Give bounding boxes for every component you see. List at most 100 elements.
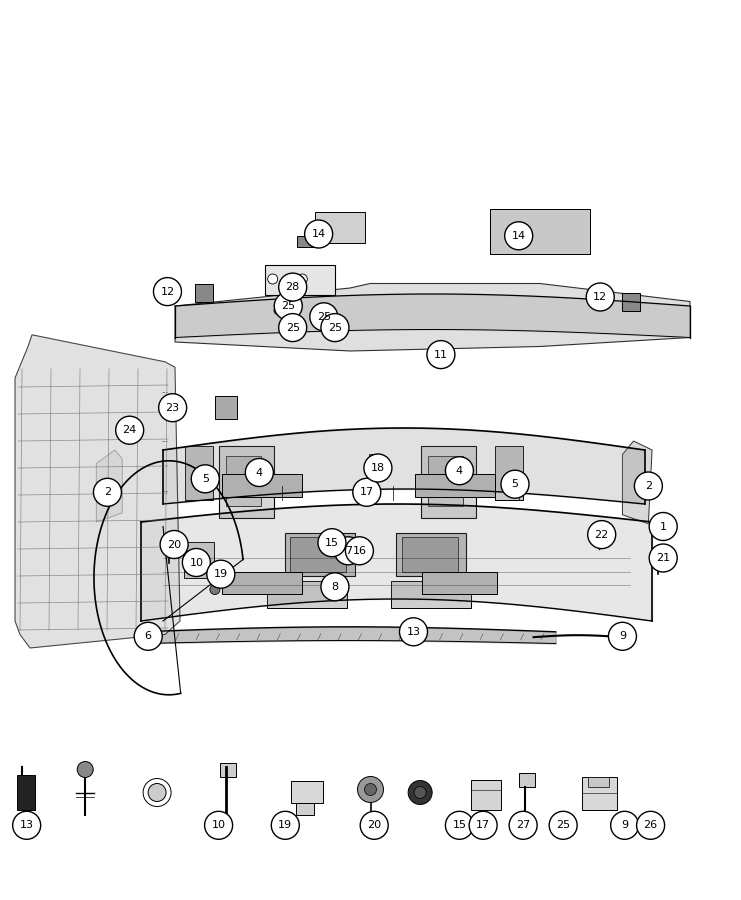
Bar	[222, 474, 302, 497]
Polygon shape	[15, 335, 180, 648]
Text: 9: 9	[621, 820, 628, 831]
Bar	[428, 456, 463, 506]
Text: 10: 10	[190, 557, 203, 568]
Text: 25: 25	[281, 301, 296, 311]
Circle shape	[116, 416, 144, 445]
Bar	[285, 533, 355, 576]
Circle shape	[77, 761, 93, 778]
Circle shape	[134, 622, 162, 651]
Circle shape	[321, 572, 349, 601]
Text: 20: 20	[167, 539, 182, 550]
Text: 15: 15	[453, 820, 466, 831]
Text: 25: 25	[328, 322, 342, 333]
Bar	[391, 580, 471, 608]
Text: 10: 10	[212, 820, 225, 831]
Circle shape	[159, 393, 187, 422]
Circle shape	[399, 617, 428, 646]
Text: 12: 12	[593, 292, 608, 302]
Circle shape	[611, 811, 639, 840]
Polygon shape	[175, 284, 690, 351]
Circle shape	[505, 221, 533, 250]
Circle shape	[191, 464, 219, 493]
Circle shape	[325, 537, 335, 548]
Circle shape	[408, 780, 432, 805]
Polygon shape	[96, 450, 122, 522]
Bar	[495, 446, 523, 500]
Bar	[422, 572, 497, 594]
Circle shape	[360, 811, 388, 840]
Circle shape	[268, 274, 278, 284]
Text: 5: 5	[202, 473, 209, 484]
Text: 17: 17	[359, 487, 374, 498]
Circle shape	[271, 811, 299, 840]
Text: 23: 23	[165, 402, 180, 413]
Bar	[315, 212, 365, 243]
Bar	[369, 454, 377, 472]
Circle shape	[649, 544, 677, 572]
Text: 21: 21	[656, 553, 671, 563]
Text: 25: 25	[556, 820, 571, 831]
Text: 28: 28	[285, 282, 300, 292]
Text: 25: 25	[316, 311, 331, 322]
Bar	[471, 779, 501, 809]
Circle shape	[353, 478, 381, 507]
Text: 13: 13	[407, 626, 420, 637]
Text: 7: 7	[345, 545, 352, 556]
Circle shape	[148, 784, 166, 802]
Text: 18: 18	[370, 463, 385, 473]
Circle shape	[282, 324, 289, 331]
Circle shape	[182, 548, 210, 577]
Text: 2: 2	[104, 487, 111, 498]
Polygon shape	[622, 441, 652, 524]
Text: 6: 6	[144, 631, 152, 642]
Bar	[415, 474, 495, 497]
Text: 25: 25	[285, 322, 300, 333]
Circle shape	[305, 220, 333, 248]
Text: 15: 15	[325, 537, 339, 548]
Bar	[185, 446, 213, 500]
Bar	[226, 456, 261, 506]
Circle shape	[595, 532, 602, 539]
Bar	[267, 580, 347, 608]
Text: 12: 12	[160, 286, 175, 297]
Bar	[184, 542, 213, 578]
Text: 1: 1	[659, 521, 667, 532]
Circle shape	[274, 292, 302, 320]
Bar	[220, 762, 236, 777]
Text: 8: 8	[331, 581, 339, 592]
Circle shape	[637, 811, 665, 840]
Circle shape	[357, 777, 384, 803]
Circle shape	[588, 520, 616, 549]
Bar	[17, 775, 35, 809]
Text: 5: 5	[511, 479, 519, 490]
Circle shape	[509, 811, 537, 840]
Bar	[219, 446, 273, 518]
Circle shape	[445, 811, 473, 840]
Circle shape	[414, 787, 426, 798]
Circle shape	[205, 811, 233, 840]
Circle shape	[586, 283, 614, 311]
Circle shape	[153, 277, 182, 306]
Circle shape	[318, 528, 346, 557]
Bar	[582, 777, 617, 809]
Bar	[195, 284, 213, 302]
Circle shape	[13, 811, 41, 840]
Text: 14: 14	[511, 230, 526, 241]
Bar	[291, 780, 323, 803]
Text: 26: 26	[643, 820, 658, 831]
Bar	[402, 537, 458, 572]
Circle shape	[210, 584, 220, 595]
Circle shape	[324, 324, 331, 331]
Circle shape	[356, 488, 367, 499]
Bar	[265, 265, 335, 295]
Circle shape	[608, 622, 637, 651]
Circle shape	[345, 536, 373, 565]
Circle shape	[245, 458, 273, 487]
Bar	[622, 292, 640, 310]
Circle shape	[364, 454, 392, 482]
Text: 4: 4	[456, 465, 463, 476]
Circle shape	[315, 315, 322, 322]
Bar	[222, 572, 302, 594]
Text: 24: 24	[122, 425, 137, 436]
Bar	[297, 236, 315, 247]
